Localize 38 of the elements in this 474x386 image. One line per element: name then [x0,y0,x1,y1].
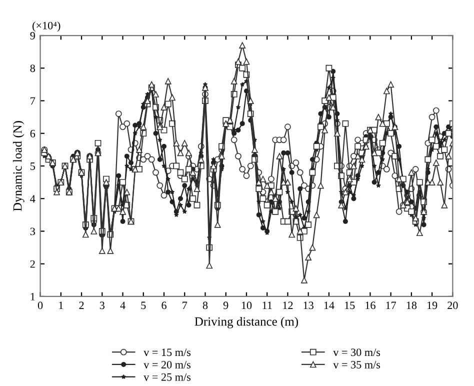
text: (×10⁴) [32,22,60,32]
x-tick-label: 13 [304,302,314,310]
y-tick-label: 5 [30,162,35,170]
y-tick-label: 1 [30,292,35,300]
x-tick-label: 12 [283,302,293,310]
x-tick-label: 16 [366,302,376,310]
x-tick-label: 7 [182,302,188,310]
x-tick-label: 18 [406,302,417,310]
x-tick-label: 20 [448,302,458,310]
y-tick-label: 9 [30,32,35,40]
legend-label: v = 20 m/s [144,360,191,368]
y-tick-label: 4 [30,195,36,202]
y-axis-title: Dynamic load (N) [12,121,24,212]
x-tick-label: 1 [59,302,64,310]
legend-label: v = 35 m/s [333,360,380,368]
y-tick-label: 2 [30,260,35,268]
y-tick-label: 7 [30,97,36,105]
legend-label: v = 15 m/s [144,348,191,356]
x-tick-label: 11 [262,302,272,310]
x-tick-label: 14 [324,302,334,310]
x-tick-label: 3 [100,302,104,310]
x-tick-label: 15 [344,302,355,310]
x-tick-label: 10 [242,302,252,310]
x-tick-label: 0 [38,302,43,310]
x-tick-label: 9 [223,302,228,310]
legend-label: v = 25 m/s [144,373,191,381]
y-tick-label: 8 [30,64,36,72]
x-tick-label: 4 [120,302,126,310]
x-tick-label: 6 [162,302,166,310]
y-tick-label: 3 [30,228,35,236]
legend-label: v = 30 m/s [333,348,380,356]
x-tick-label: 5 [141,302,146,310]
x-axis-title: Driving distance (m) [194,316,298,328]
x-tick-label: 19 [427,302,438,310]
x-tick-label: 8 [202,302,208,310]
x-tick-label: 17 [386,302,396,310]
x-tick-label: 2 [79,302,84,310]
y-tick-label: 6 [30,130,36,138]
